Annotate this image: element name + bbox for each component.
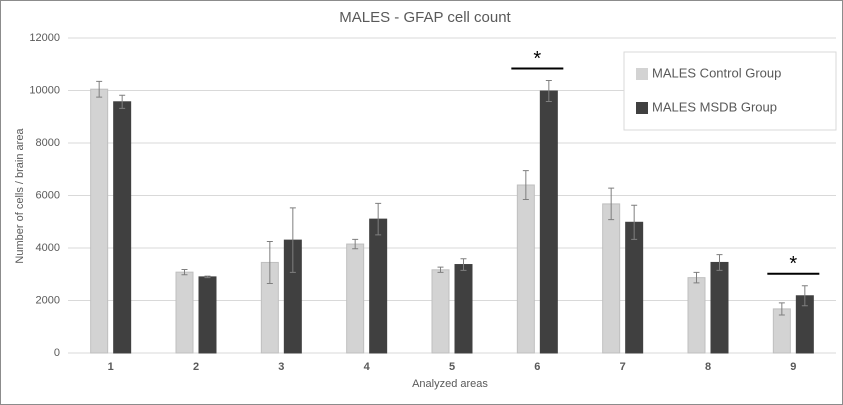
y-axis-label: Number of cells / brain area [14,128,26,264]
bar [602,203,621,354]
error-bar [631,204,638,240]
bar [539,90,558,354]
x-tick-label: 4 [364,361,371,373]
bar [369,218,388,354]
y-tick-label: 0 [54,347,60,359]
bar [454,264,473,354]
bar [175,271,194,354]
error-bar [608,187,615,221]
y-tick-label: 2000 [36,294,60,306]
x-axis-label: Analyzed areas [412,378,488,390]
bar [625,221,644,354]
error-bar [460,258,467,271]
bar [687,277,706,354]
legend-label: MALES Control Group [652,65,781,80]
error-bar [181,269,188,276]
x-tick-label: 1 [108,361,114,373]
significance-marker: * [533,48,541,70]
bar [346,243,365,354]
x-tick-label: 2 [193,361,199,373]
chart-title: MALES - GFAP cell count [339,9,511,26]
error-bar [352,238,359,250]
error-bar [119,94,126,109]
error-bar [778,302,785,316]
legend-label: MALES MSDB Group [652,99,777,114]
significance-marker: * [789,253,797,275]
bar [710,261,729,354]
error-bar [289,207,296,273]
bar [198,276,217,354]
error-bar [266,240,273,284]
bar [516,184,535,354]
y-tick-label: 8000 [36,137,60,149]
bar [772,308,791,354]
y-tick-label: 12000 [29,32,60,44]
y-tick-label: 4000 [36,242,60,254]
error-bar [716,254,723,271]
x-tick-label: 3 [278,361,284,373]
error-bar [375,202,382,236]
x-tick-label: 6 [534,361,540,373]
bar [90,88,109,354]
error-bar [522,170,529,200]
error-bar [801,285,808,307]
y-tick-label: 6000 [36,189,60,201]
error-bar [693,271,700,284]
y-tick-label: 10000 [29,84,60,96]
x-tick-label: 5 [449,361,455,373]
bar [113,101,132,354]
legend-box [623,51,837,131]
error-bar [437,266,444,273]
bar [431,269,450,354]
x-tick-label: 9 [790,361,796,373]
x-tick-label: 7 [620,361,626,373]
error-bar [545,80,552,103]
x-tick-label: 8 [705,361,711,373]
error-bar [96,80,103,98]
legend-swatch [636,68,648,80]
error-bar [204,275,211,279]
legend-swatch [636,102,648,114]
